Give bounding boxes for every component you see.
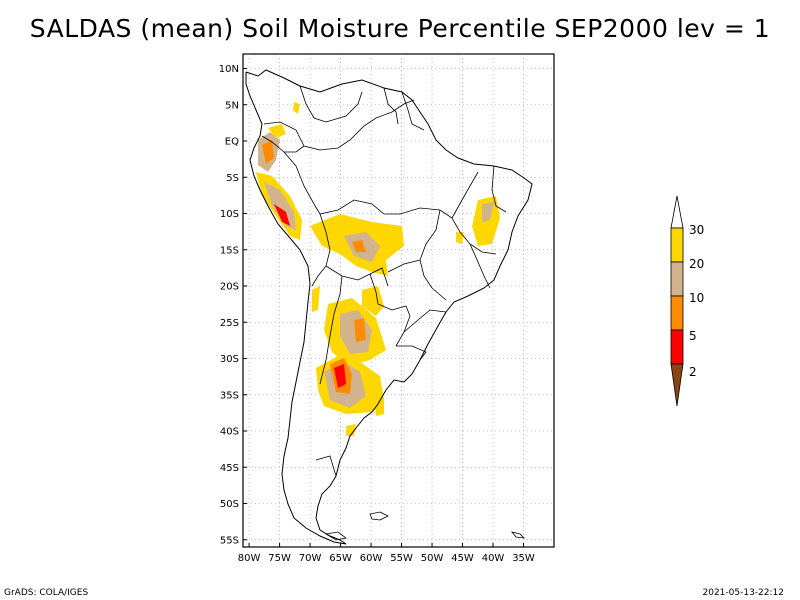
dry-region-ecuador-core	[262, 140, 274, 164]
colorbar-bin-30	[670, 227, 684, 263]
lon-tick-label: 45W	[451, 553, 474, 564]
lon-tick-label: 50W	[421, 553, 444, 564]
lat-tick-label: 45S	[220, 463, 239, 474]
lat-tick-label: 55S	[220, 535, 239, 546]
lat-tick-label: 5N	[225, 100, 239, 111]
coastline	[245, 69, 533, 545]
lon-tick-label: 65W	[329, 553, 352, 564]
lat-tick-label: 15S	[220, 245, 239, 256]
dry-region-ne-brazil-mid	[482, 202, 494, 222]
lat-tick-label: 50S	[220, 499, 239, 510]
dry-region-pampas-core	[334, 364, 346, 388]
moisture-shading	[256, 102, 500, 436]
dry-region-peru-mid	[264, 182, 296, 230]
dry-region-n-argentina-core	[354, 318, 366, 342]
colorbar-label-10: 10	[689, 291, 704, 305]
colorbar-bin-5	[670, 329, 684, 365]
dry-region-paraguay	[362, 286, 384, 316]
colorbar-label-20: 20	[689, 257, 704, 271]
lon-tick-label: 60W	[360, 553, 383, 564]
dry-region-buenos-aires	[374, 398, 384, 416]
dry-region-andes	[312, 286, 320, 312]
lat-tick-label: 10N	[219, 64, 239, 75]
colorbar: 30 20 10 5 2	[670, 195, 704, 407]
lat-tick-label: 40S	[220, 427, 239, 438]
lat-tick-label: 10S	[220, 209, 239, 220]
colorbar-bin-10	[670, 295, 684, 331]
lat-tick-labels: 10N 5N EQ 5S 10S 15S 20S 25S 30S 35S 40S 45S 50S 55S	[219, 64, 239, 546]
dry-region-peru-core	[274, 204, 290, 226]
lat-tick-label: 35S	[220, 390, 239, 401]
south-georgia	[510, 531, 526, 539]
lon-tick-label: 75W	[268, 553, 291, 564]
map-frame	[242, 53, 555, 548]
colorbar-label-5: 5	[689, 329, 697, 343]
lat-tick-label: 20S	[220, 282, 239, 293]
dry-region-colombia-north	[293, 102, 300, 114]
lon-tick-label: 70W	[299, 553, 322, 564]
lon-tick-label: 55W	[390, 553, 413, 564]
lat-tick-label: 5S	[226, 173, 239, 184]
lon-tick-label: 80W	[238, 553, 261, 564]
dry-region-colombia	[268, 124, 286, 138]
colorbar-label-2: 2	[689, 365, 697, 379]
dry-region-bolivia-core	[352, 240, 366, 252]
colorbar-top-arrow	[670, 195, 684, 229]
colorbar-bottom-arrow	[670, 363, 684, 407]
tierra-del-fuego	[324, 531, 347, 541]
colorbar-label-30: 30	[689, 223, 704, 237]
colorbar-bin-20	[670, 261, 684, 297]
footer-credit: GrADS: COLA/IGES	[4, 588, 89, 598]
footer-timestamp: 2021-05-13-22:12	[702, 588, 785, 598]
falkland-islands	[369, 511, 389, 521]
dry-region-patagonia-n	[346, 424, 356, 436]
plot-title: SALDAS (mean) Soil Moisture Percentile S…	[29, 14, 771, 43]
lat-tick-label: EQ	[225, 137, 239, 148]
lat-tick-label: 30S	[220, 354, 239, 365]
lon-tick-labels: 80W 75W 70W 65W 60W 55W 50W 45W 40W 35W	[238, 553, 535, 564]
lon-tick-label: 35W	[512, 553, 535, 564]
lon-tick-label: 40W	[482, 553, 505, 564]
gridlines	[243, 54, 554, 547]
lat-tick-label: 25S	[220, 318, 239, 329]
country-borders	[261, 85, 507, 477]
